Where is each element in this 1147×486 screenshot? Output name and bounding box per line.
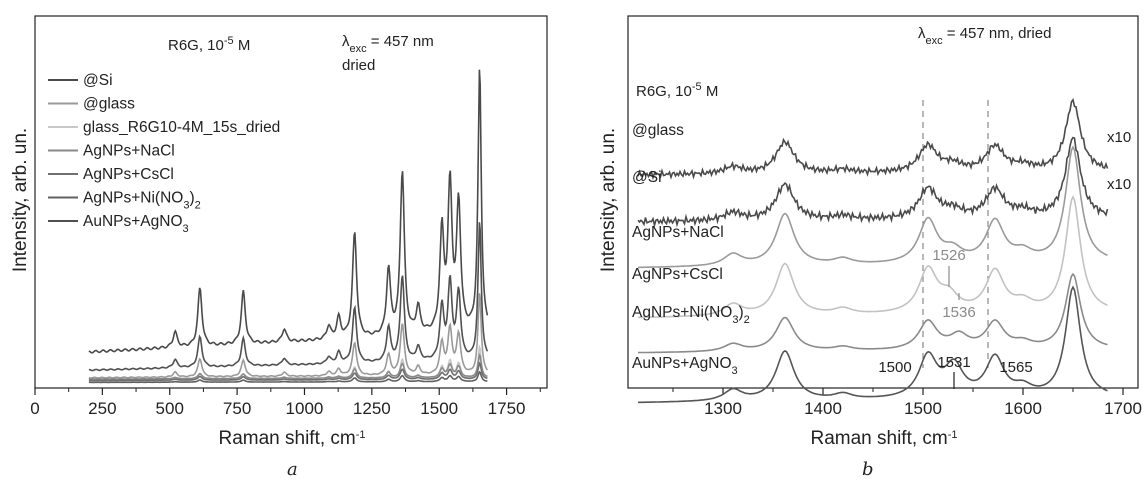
panel-b-peak-labels: 1526 1536 1500 1531 1565 [878, 247, 1033, 389]
b-x-tick-label: 1600 [1004, 399, 1042, 418]
b-series-line [637, 97, 1109, 181]
a-series-line [88, 343, 488, 383]
panel-a-sample-annotation: R6G, 10-5 M [168, 35, 250, 54]
b-x-tick-label: 1400 [804, 399, 842, 418]
a-legend-label: AgNPs+Ni(NO3)2 [83, 190, 201, 212]
panel-a-raman-spectra: 0 250 500 750 1000 1250 1500 1750 @Si @glass glas… [10, 15, 548, 480]
b-x-tick-label: 1700 [1104, 399, 1142, 418]
panel-b-x-axis-title: Raman shift, cm-1 [810, 428, 957, 449]
b-series-label: AgNPs+CsCl [632, 266, 723, 283]
panel-b-dashed-guides [922, 100, 989, 368]
panel-a-y-axis-title: Intensity, arb. un. [10, 128, 31, 272]
b-series-line [638, 272, 1108, 354]
a-x-tick-label: 0 [30, 399, 39, 418]
a-legend-label: AuNPs+AgNO3 [83, 213, 189, 235]
a-legend-label: @glass [83, 96, 135, 113]
b-series-label: @Si [632, 169, 662, 186]
a-series-line [88, 352, 488, 380]
b-peak-label: 1531 [937, 354, 970, 371]
panel-a-excitation-annotation: λexc = 457 nm [342, 33, 434, 55]
a-series-line [88, 370, 488, 384]
b-series-label: AgNPs+NaCl [632, 224, 724, 241]
b-series-label: AgNPs+Ni(NO3)2 [632, 304, 750, 326]
a-x-tick-label: 1000 [286, 399, 324, 418]
a-series-line [88, 293, 489, 379]
a-x-tick-label: 250 [88, 399, 116, 418]
a-legend-label: AgNPs+NaCl [83, 143, 175, 160]
a-legend-label: AgNPs+CsCl [83, 166, 174, 183]
b-series-line [637, 136, 1109, 229]
panel-a-x-axis-ticks: 0 250 500 750 1000 1250 1500 1750 [30, 388, 541, 418]
a-series-line [88, 361, 488, 382]
panel-b-x-axis-ticks: 1300 1400 1500 1600 1700 [672, 388, 1142, 418]
panel-b-series-lines [637, 97, 1109, 404]
a-x-tick-label: 500 [156, 399, 184, 418]
panel-b-sample-annotation: R6G, 10-5 M [636, 81, 718, 100]
a-x-tick-label: 1750 [488, 399, 526, 418]
a-x-tick-label: 1250 [353, 399, 391, 418]
panel-b-y-axis-title: Intensity, arb. un. [598, 128, 619, 272]
panel-a-letter: a [287, 459, 298, 480]
panel-a-frame [34, 15, 548, 389]
a-x-tick-label: 1500 [420, 399, 458, 418]
a-x-tick-label: 750 [223, 399, 251, 418]
b-series-line [637, 145, 1108, 269]
panel-b-letter: b [862, 459, 874, 480]
b-series-label: AuNPs+AgNO3 [632, 355, 738, 377]
b-series-line [637, 285, 1108, 404]
panel-b-frame [627, 15, 1139, 389]
b-x-tick-label: 1500 [904, 399, 942, 418]
b-peak-label: 1565 [999, 359, 1032, 376]
b-multiplier-label: x10 [1107, 129, 1131, 146]
panel-b-series-labels: @glass x10 @Si x10 AgNPs+NaCl AgNPs+CsCl AgNPs… [632, 122, 1131, 377]
b-peak-label: 1536 [942, 304, 975, 321]
a-legend-label: glass_R6G10-4M_15s_dried [83, 119, 280, 136]
b-peak-label: 1500 [878, 359, 911, 376]
panel-b-raman-spectra: 1300 1400 1500 1600 1700 @glass x10 @Si x10 AgNP… [598, 15, 1142, 480]
b-series-label: @glass [632, 122, 684, 139]
a-series-line [88, 222, 489, 372]
b-x-tick-label: 1300 [704, 399, 742, 418]
panel-b-excitation-annotation: λexc = 457 nm, dried [918, 25, 1051, 47]
b-multiplier-label: x10 [1107, 176, 1131, 193]
a-legend-label: @Si [83, 72, 113, 89]
panel-a-legend: @Si @glass glass_R6G10-4M_15s_dried AgNPs+N… [48, 72, 280, 235]
panel-a-state-annotation: dried [342, 57, 375, 74]
a-series-line [88, 69, 489, 354]
b-series-line [637, 195, 1108, 319]
panel-a-x-axis-title: Raman shift, cm-1 [218, 428, 365, 449]
b-peak-label: 1526 [932, 247, 965, 264]
panel-a-series-lines [88, 69, 489, 384]
